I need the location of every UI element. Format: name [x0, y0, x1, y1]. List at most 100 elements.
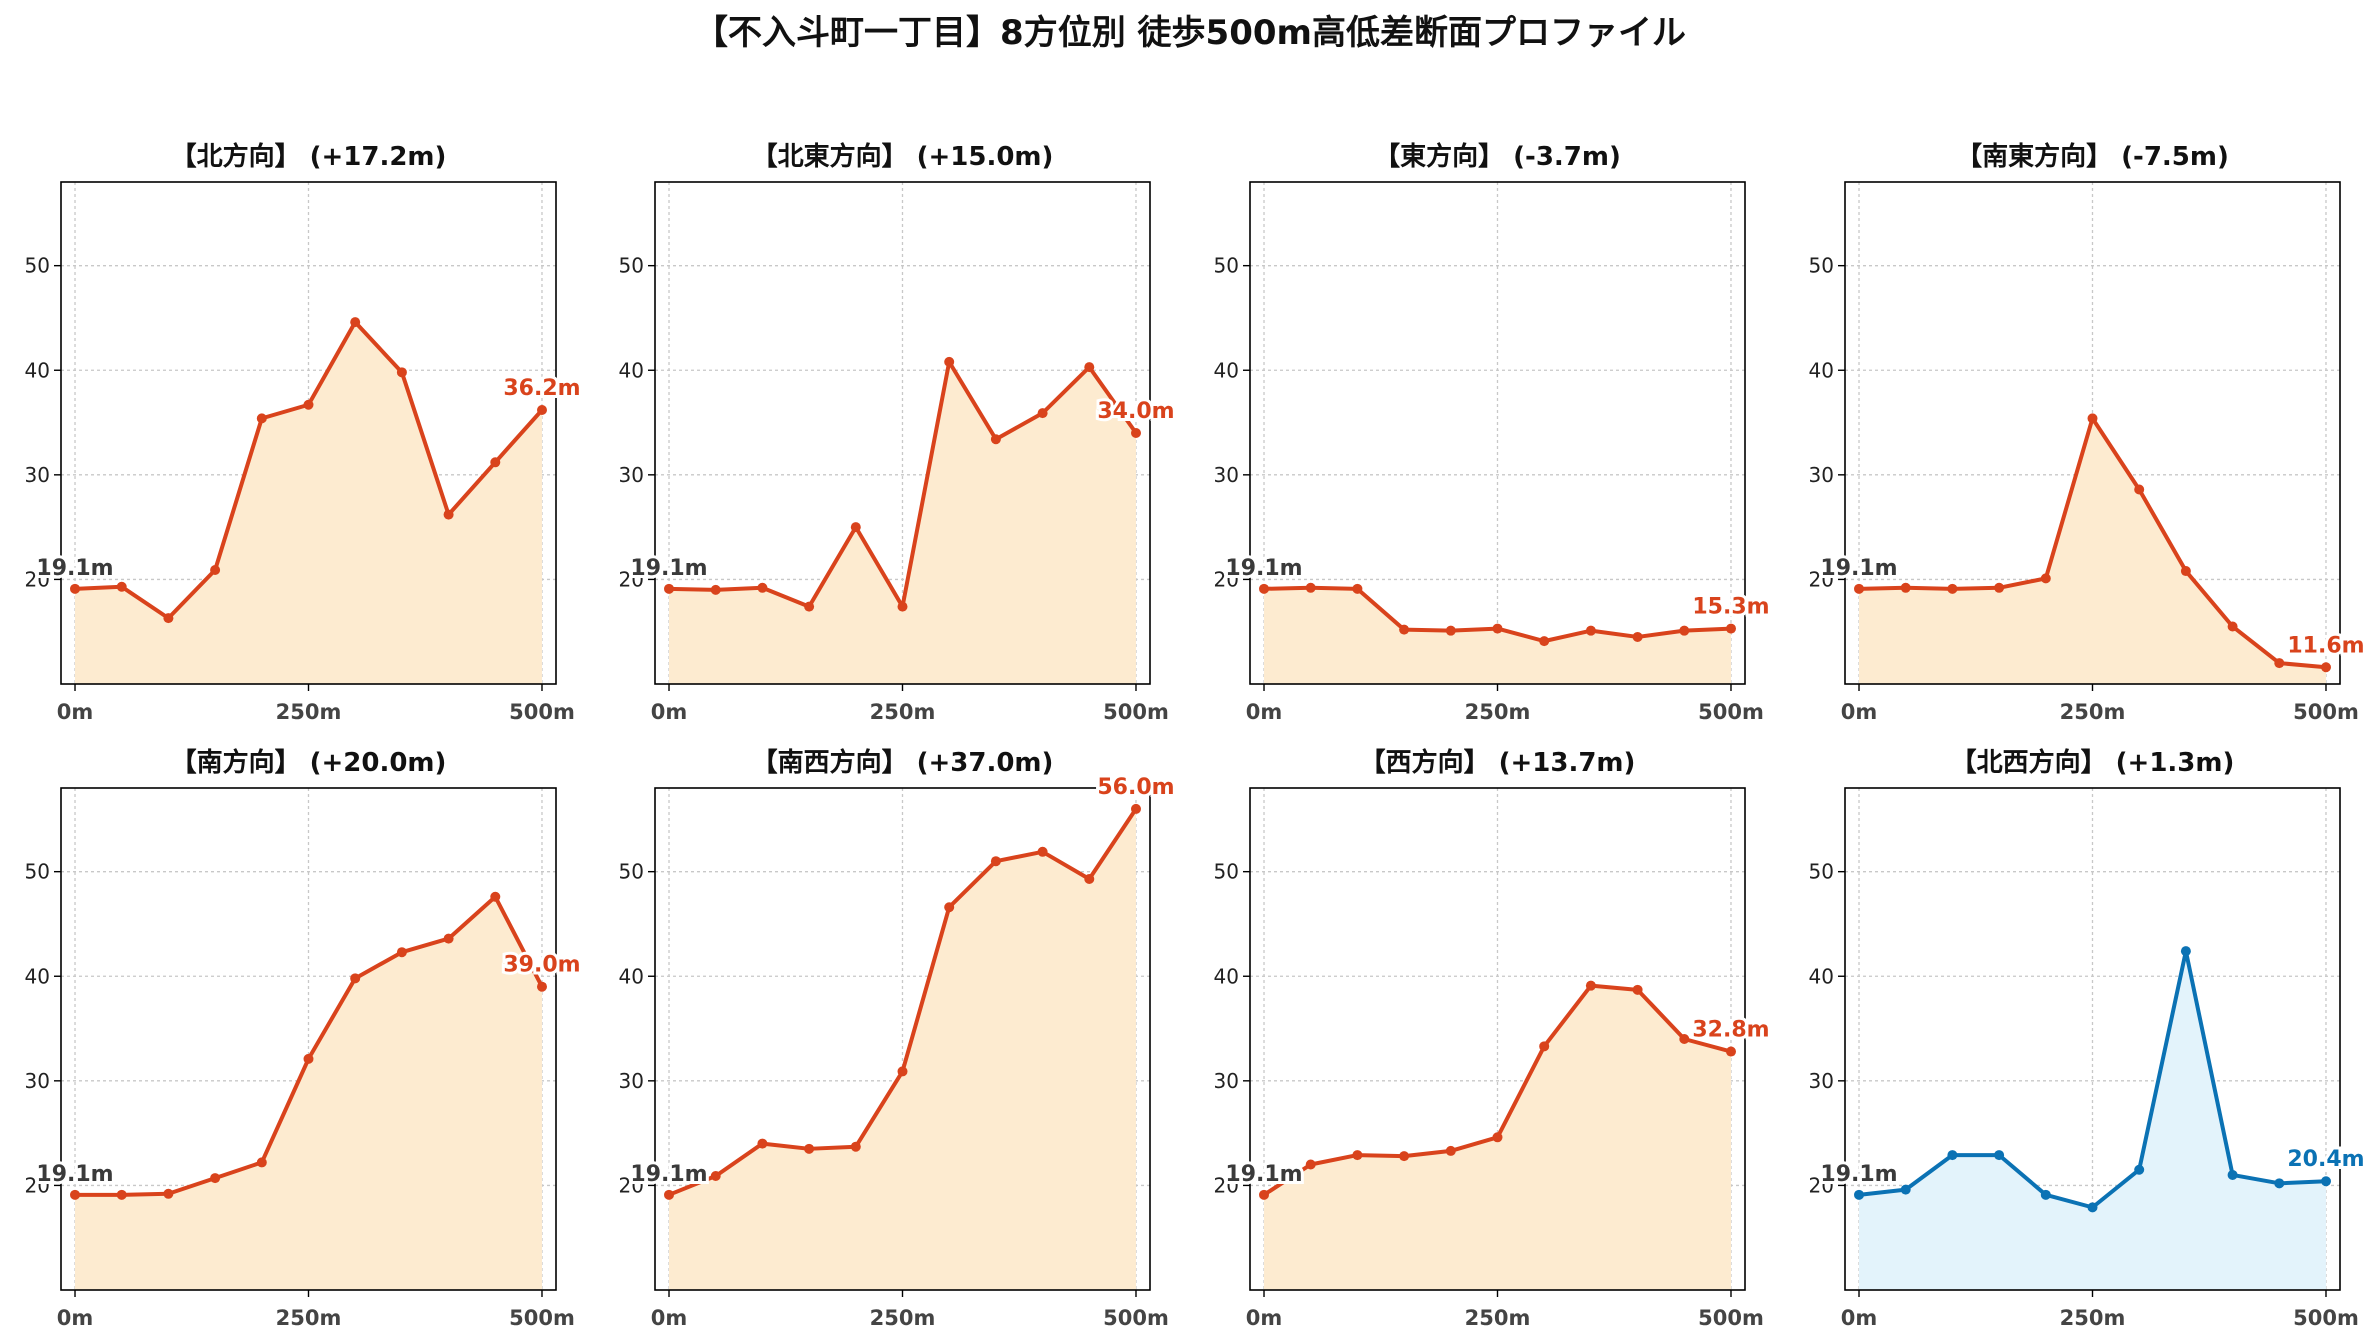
- data-point: [1399, 624, 1410, 635]
- data-point: [2180, 566, 2191, 577]
- panel-title: 【南東方向】 (-7.5m): [1956, 141, 2229, 172]
- y-tick-label: 20: [1809, 1173, 1834, 1197]
- end-value-label: 39.0m: [503, 953, 580, 978]
- data-point: [1679, 1034, 1690, 1044]
- x-tick-label: 0m: [1841, 700, 1878, 724]
- x-tick-label: 250m: [1465, 700, 1531, 724]
- data-point: [1352, 1150, 1363, 1161]
- figure-title: 【不入斗町一丁目】8方位別 徒歩500m高低差断面プロファイル: [694, 13, 1686, 53]
- data-point: [1037, 846, 1048, 857]
- y-tick-label: 50: [1809, 860, 1834, 884]
- start-value-label: 19.1m: [1820, 556, 1897, 581]
- y-tick-label: 40: [25, 358, 50, 382]
- data-point: [1539, 636, 1550, 647]
- data-point: [2040, 1189, 2051, 1200]
- y-tick-label: 50: [619, 860, 644, 884]
- data-point: [1632, 984, 1643, 995]
- data-point: [1305, 1159, 1316, 1170]
- x-tick-label: 250m: [870, 1306, 936, 1330]
- x-tick-label: 500m: [1698, 1306, 1764, 1330]
- panel-title: 【南方向】 (+20.0m): [171, 747, 447, 778]
- x-tick-label: 0m: [1841, 1306, 1878, 1330]
- data-point: [944, 356, 955, 367]
- elevation-area: [1859, 418, 2326, 684]
- data-point: [116, 1189, 127, 1200]
- start-value-label: 19.1m: [1225, 1162, 1302, 1187]
- end-value-label: 56.0m: [1097, 775, 1174, 800]
- y-tick-label: 50: [25, 254, 50, 278]
- y-tick-label: 50: [1809, 254, 1834, 278]
- data-point: [490, 891, 501, 902]
- data-point: [990, 434, 1001, 445]
- data-point: [710, 584, 721, 595]
- elevation-area: [669, 361, 1136, 684]
- y-tick-label: 20: [25, 1173, 50, 1197]
- data-point: [664, 583, 675, 594]
- data-point: [2320, 662, 2331, 673]
- data-point: [116, 581, 127, 592]
- data-point: [443, 933, 454, 944]
- y-tick-label: 30: [619, 1069, 644, 1093]
- data-point: [443, 509, 454, 520]
- data-point: [2320, 1176, 2331, 1187]
- x-tick-label: 250m: [870, 700, 936, 724]
- x-tick-label: 0m: [57, 700, 94, 724]
- data-point: [2227, 1169, 2238, 1180]
- data-point: [210, 565, 221, 576]
- data-point: [757, 582, 768, 593]
- data-point: [2087, 1202, 2098, 1213]
- y-tick-label: 20: [619, 567, 644, 591]
- x-tick-label: 500m: [1698, 700, 1764, 724]
- x-tick-label: 0m: [651, 1306, 688, 1330]
- y-tick-label: 30: [25, 463, 50, 487]
- y-tick-label: 40: [1214, 358, 1239, 382]
- data-point: [490, 457, 501, 468]
- data-point: [303, 399, 314, 410]
- end-value-label: 36.2m: [503, 376, 580, 401]
- y-tick-label: 30: [1214, 463, 1239, 487]
- x-tick-label: 250m: [1465, 1306, 1531, 1330]
- data-point: [897, 601, 908, 612]
- panel-title: 【東方向】 (-3.7m): [1374, 141, 1621, 172]
- panel-title: 【北東方向】 (+15.0m): [752, 141, 1054, 172]
- data-point: [2087, 413, 2098, 424]
- elevation-area: [1859, 951, 2326, 1290]
- panel-title: 【南西方向】 (+37.0m): [752, 747, 1054, 778]
- data-point: [396, 947, 407, 958]
- data-point: [1492, 1132, 1503, 1143]
- data-point: [850, 1141, 861, 1152]
- x-tick-label: 500m: [2293, 700, 2359, 724]
- y-tick-label: 20: [25, 567, 50, 591]
- panel-title: 【北西方向】 (+1.3m): [1951, 747, 2235, 778]
- data-point: [1900, 1184, 1911, 1195]
- data-point: [536, 404, 547, 415]
- data-point: [944, 902, 955, 913]
- x-tick-label: 500m: [509, 1306, 575, 1330]
- data-point: [1539, 1041, 1550, 1052]
- y-tick-label: 20: [1809, 567, 1834, 591]
- data-point: [804, 601, 815, 612]
- data-point: [1130, 428, 1141, 438]
- x-tick-label: 250m: [276, 700, 342, 724]
- data-point: [350, 317, 361, 328]
- y-tick-label: 30: [1809, 463, 1834, 487]
- data-point: [1725, 623, 1736, 634]
- y-tick-label: 30: [1214, 1069, 1239, 1093]
- x-tick-label: 250m: [2060, 700, 2126, 724]
- data-point: [1037, 408, 1048, 419]
- data-point: [2274, 658, 2285, 669]
- y-tick-label: 40: [1809, 964, 1834, 988]
- data-point: [1900, 582, 1911, 593]
- end-value-label: 20.4m: [2287, 1147, 2364, 1172]
- data-point: [2227, 621, 2238, 632]
- start-value-label: 19.1m: [36, 556, 113, 581]
- data-point: [990, 856, 1001, 867]
- y-tick-label: 50: [1214, 254, 1239, 278]
- data-point: [1947, 1150, 1958, 1161]
- x-tick-label: 0m: [1246, 1306, 1283, 1330]
